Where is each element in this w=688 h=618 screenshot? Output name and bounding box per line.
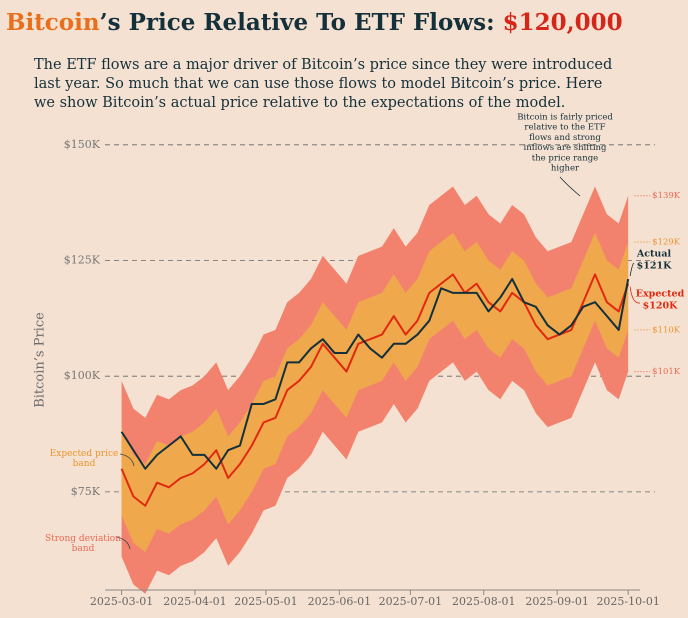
x-tick-label: 2025-05-01 [234,595,297,608]
end-arrow [629,262,635,277]
band-end-label: $129K [652,237,681,247]
series-line [120,273,630,507]
subtitle: The ETF flows are a major driver of Bitc… [34,57,612,73]
band-legend: Expected price band [49,449,119,469]
title-part: ’s Price Relative To ETF Flows: [100,9,503,36]
series-name: Expected [636,289,685,300]
x-tick-label: 2025-06-01 [308,595,371,608]
chart-title: Bitcoin’s Price Relative To ETF Flows: $… [6,9,623,36]
y-axis-label: Bitcoin’s Price [33,312,48,408]
y-tick-label: $150K [64,138,101,151]
legend-arrow [115,536,131,550]
y-tick-label: $75K [71,485,101,498]
x-tick-label: 2025-09-01 [525,595,588,608]
x-tick-label: 2025-10-01 [596,595,659,608]
band-end-label: $139K [652,191,681,201]
series-end-label: $121K [637,261,672,272]
band-end-label: $110K [652,325,681,335]
series-name: Actual [636,249,672,260]
title-part: $120,000 [503,9,623,36]
band-area [121,186,629,594]
annotation: relative to the ETF [524,123,605,133]
annotation-arrow [559,176,581,197]
legend-arrow [119,453,135,467]
x-tick-label: 2025-08-01 [452,595,515,608]
x-tick-label: 2025-07-01 [379,595,442,608]
annotation: Bitcoin is fairly priced [517,113,613,123]
band-area [121,232,629,553]
annotation: higher [551,164,580,174]
title-part: Bitcoin [6,9,100,36]
y-tick-label: $125K [64,254,101,267]
band-end-label: $101K [652,367,681,377]
annotation: the price range [532,153,598,163]
end-arrow [629,286,641,304]
y-tick-label: $100K [64,369,101,382]
series-end-label: $120K [643,301,678,312]
subtitle: we show Bitcoin’s actual price relative … [34,95,565,111]
annotation: inflows are shifting [524,143,607,153]
band-legend: Strong deviation band [44,534,122,554]
x-tick-label: 2025-04-01 [163,595,226,608]
x-tick-label: 2025-03-01 [90,595,153,608]
series-line [120,278,630,470]
subtitle: last year. So much that we can use those… [34,76,602,92]
annotation: flows and strong [529,133,601,143]
